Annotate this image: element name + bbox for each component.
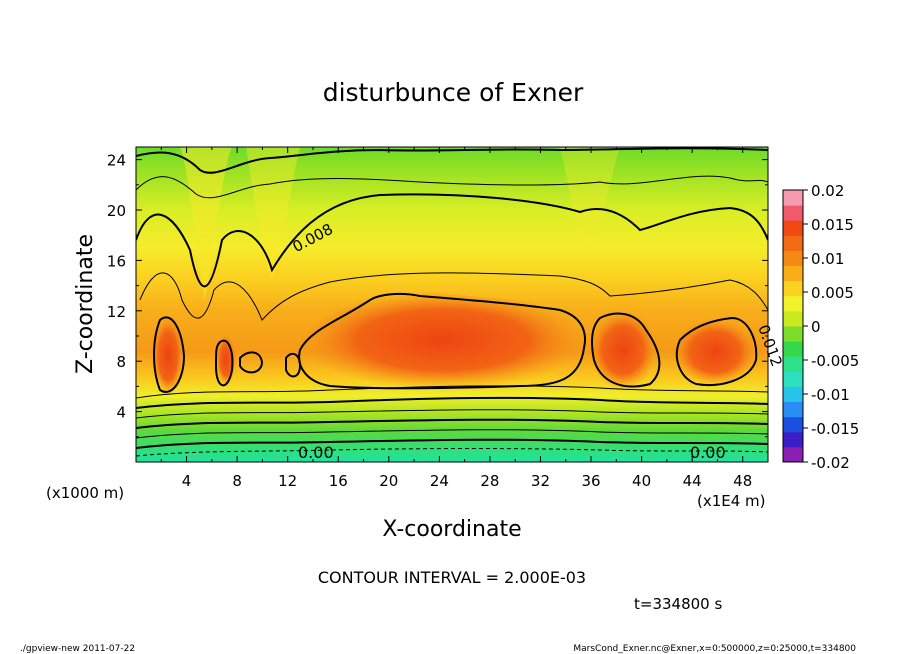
x-unit-label: (x1000 m) bbox=[46, 484, 124, 502]
contour-label: 0.00 bbox=[690, 443, 726, 462]
colorbar-swatch bbox=[783, 250, 803, 267]
y-tick-label: 20 bbox=[107, 202, 126, 220]
colorbar-label: 0.015 bbox=[811, 216, 854, 234]
x-tick-label: 48 bbox=[733, 472, 752, 490]
colorbar-swatch bbox=[783, 295, 803, 312]
colorbar-swatch bbox=[783, 220, 803, 236]
x-axis-ticks: 4 8 12 16 20 24 28 32 36 40 44 48 bbox=[160, 147, 752, 490]
x-tick-label: 28 bbox=[480, 472, 499, 490]
colorbar-swatch bbox=[783, 401, 803, 418]
colorbar-swatch bbox=[783, 416, 803, 433]
colorbar-frame bbox=[782, 189, 804, 463]
colorbar-swatch bbox=[783, 280, 803, 297]
colorbar-label: -0.015 bbox=[811, 420, 859, 438]
colorbar-swatch bbox=[783, 205, 803, 221]
colorbar-label: 0.01 bbox=[811, 250, 844, 268]
x-tick-label: 8 bbox=[232, 472, 242, 490]
y-axis-label: Z-coordinate bbox=[73, 234, 98, 374]
colorbar-swatch bbox=[783, 356, 803, 372]
x-tick-label: 36 bbox=[581, 472, 600, 490]
y-axis-ticks: 4 8 12 16 20 24 bbox=[107, 152, 768, 438]
colorbar-swatch bbox=[783, 310, 803, 327]
y-tick-label: 12 bbox=[107, 303, 126, 321]
colorbar-label: -0.02 bbox=[811, 454, 850, 472]
colorbar-label: -0.01 bbox=[811, 386, 850, 404]
colorbar-swatch bbox=[783, 341, 803, 357]
contour-interval: CONTOUR INTERVAL = 2.000E-03 bbox=[318, 568, 586, 587]
colorbar-label: 0 bbox=[811, 318, 821, 336]
y-tick-label: 4 bbox=[116, 404, 126, 422]
colorbar-label: -0.005 bbox=[811, 352, 859, 370]
contour-label: 0.00 bbox=[298, 443, 334, 462]
y-tick-label: 8 bbox=[116, 353, 126, 371]
y-tick-label: 16 bbox=[107, 252, 126, 270]
x-scale-note: (x1E4 m) bbox=[697, 492, 766, 510]
x-tick-label: 44 bbox=[683, 472, 702, 490]
y-tick-label: 24 bbox=[107, 152, 126, 170]
x-axis-label: X-coordinate bbox=[382, 517, 521, 542]
x-tick-label: 32 bbox=[531, 472, 550, 490]
x-tick-label: 20 bbox=[379, 472, 398, 490]
colorbar-swatch bbox=[783, 190, 803, 206]
x-tick-label: 4 bbox=[182, 472, 192, 490]
x-tick-label: 24 bbox=[430, 472, 449, 490]
chart-title: disturbunce of Exner bbox=[323, 78, 584, 107]
colorbar-swatch bbox=[783, 431, 803, 448]
time-label: t=334800 s bbox=[634, 595, 722, 613]
colorbar-label: 0.02 bbox=[811, 182, 844, 200]
colorbar-swatch bbox=[783, 235, 803, 251]
colorbar-swatch bbox=[783, 386, 803, 403]
plot-frame bbox=[135, 146, 769, 463]
colorbar: 0.02 0.015 0.01 0.005 0 -0.005 -0.01 -0.015 -0.0… bbox=[783, 182, 859, 472]
footer-left: ./gpview-new 2011-07-22 bbox=[20, 644, 135, 654]
colorbar-swatch bbox=[783, 371, 803, 387]
x-tick-label: 12 bbox=[278, 472, 297, 490]
colorbar-swatch bbox=[783, 265, 803, 282]
colorbar-swatch bbox=[783, 326, 803, 342]
x-tick-label: 40 bbox=[632, 472, 651, 490]
colorbar-label: 0.005 bbox=[811, 284, 854, 302]
x-tick-label: 16 bbox=[329, 472, 348, 490]
footer-right: MarsCond_Exner.nc@Exner,x=0:500000,z=0:2… bbox=[573, 644, 856, 654]
colorbar-swatch bbox=[783, 446, 803, 463]
plot-field bbox=[136, 147, 768, 462]
